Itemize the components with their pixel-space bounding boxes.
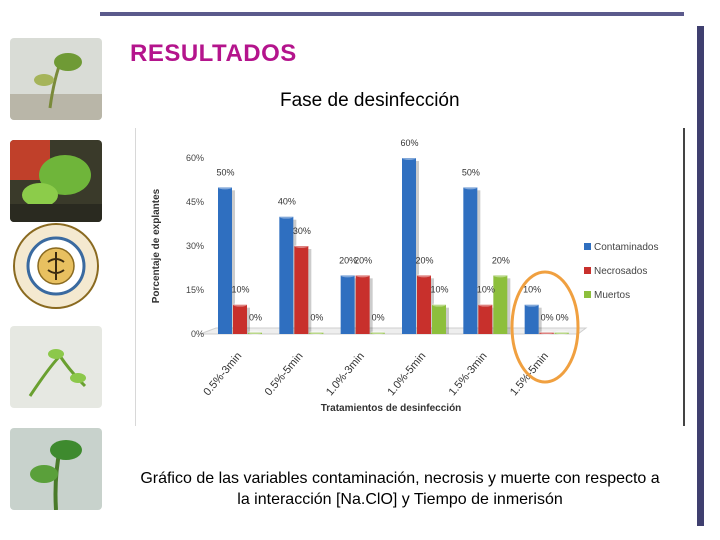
bar-necrosados bbox=[355, 275, 370, 334]
bar-cap bbox=[340, 273, 355, 278]
legend-item: Necrosados bbox=[594, 266, 647, 277]
bar-cap bbox=[294, 244, 309, 248]
y-tick-label: 15% bbox=[186, 285, 204, 295]
legend-swatch bbox=[584, 291, 591, 298]
bar-muertos bbox=[432, 304, 446, 334]
bar-cap bbox=[539, 330, 554, 335]
chart-legend: Contaminados Necrosados Muertos bbox=[584, 242, 658, 301]
highlight-circle bbox=[510, 270, 580, 384]
bar-necrosados bbox=[233, 304, 247, 334]
bar-shadow bbox=[477, 190, 481, 334]
data-label: 0% bbox=[541, 313, 554, 323]
y-axis-label: Porcentaje de explantes bbox=[151, 188, 162, 303]
bar-shadow bbox=[308, 249, 312, 334]
data-label: 60% bbox=[400, 138, 418, 148]
data-label: 40% bbox=[278, 197, 296, 207]
legend-swatch bbox=[584, 267, 591, 274]
x-tick-label: 1.0%-5min bbox=[385, 350, 428, 398]
seal-logo bbox=[13, 223, 99, 309]
bar-shadow bbox=[369, 278, 373, 334]
bar-necrosados bbox=[539, 332, 554, 334]
bar-necrosados bbox=[417, 275, 431, 334]
bar-cap bbox=[309, 330, 324, 335]
bar-cap bbox=[248, 330, 262, 335]
data-label: 0% bbox=[556, 313, 569, 323]
bar-muertos bbox=[493, 275, 508, 334]
bar-cap bbox=[554, 330, 569, 335]
bar-contaminados bbox=[218, 187, 232, 334]
bar-cap bbox=[355, 273, 370, 278]
data-label: 10% bbox=[430, 285, 448, 295]
x-tick-label: 0.5%-3min bbox=[201, 350, 244, 398]
y-tick-label: 0% bbox=[191, 329, 204, 339]
chart-subtitle: Fase de desinfección bbox=[280, 90, 460, 111]
bar-shadow bbox=[232, 190, 235, 334]
data-label: 0% bbox=[372, 313, 385, 323]
bar-shadow bbox=[507, 278, 511, 334]
bar-cap bbox=[417, 273, 431, 278]
data-label: 30% bbox=[293, 226, 311, 236]
bar-contaminados bbox=[524, 304, 539, 334]
data-label: 20% bbox=[354, 255, 372, 265]
bar-necrosados bbox=[478, 304, 493, 334]
bar-contaminados bbox=[279, 216, 294, 334]
data-label: 20% bbox=[492, 255, 510, 265]
bar-contaminados bbox=[340, 275, 355, 334]
bar-cap bbox=[218, 185, 232, 190]
bar-necrosados bbox=[294, 246, 309, 334]
bar-cap bbox=[478, 302, 493, 307]
bar-cap bbox=[370, 330, 385, 335]
data-label: 20% bbox=[339, 255, 357, 265]
bar-contaminados bbox=[402, 158, 416, 334]
sprout-photo bbox=[10, 326, 102, 408]
x-axis-label: Tratamientos de desinfección bbox=[321, 403, 462, 414]
chart-panel: 0% 15% 30% 45% 60% 50% 10% 0% 40% 30% 0% 20% 20% 0% 6… bbox=[135, 128, 685, 426]
bar-chart: 0%15%30%45%60% 50%10%0%40%30%0%20%20%0%6… bbox=[151, 138, 658, 414]
data-label: 50% bbox=[216, 167, 234, 177]
x-tick-label: 0.5%-5min bbox=[263, 350, 306, 398]
x-tick-label: 1.0%-3min bbox=[324, 350, 367, 398]
bar-shadow bbox=[416, 161, 419, 334]
data-label: 50% bbox=[462, 167, 480, 177]
data-label: 10% bbox=[523, 285, 541, 295]
top-rule bbox=[100, 12, 684, 16]
legend-swatch bbox=[584, 243, 591, 250]
bar-shadow bbox=[538, 307, 542, 334]
data-label: 20% bbox=[415, 255, 433, 265]
legend-item: Muertos bbox=[594, 290, 630, 301]
bar-cap bbox=[432, 302, 446, 307]
bar-muertos bbox=[554, 332, 569, 334]
bar-cap bbox=[279, 214, 294, 219]
right-edge-bar bbox=[697, 26, 704, 526]
bar-cap bbox=[233, 302, 247, 307]
legend-item: Contaminados bbox=[594, 242, 658, 253]
bar-cap bbox=[524, 302, 539, 307]
bar-muertos bbox=[309, 332, 324, 334]
data-label: 0% bbox=[249, 313, 262, 323]
bar-shadow bbox=[446, 307, 449, 334]
data-label: 0% bbox=[310, 313, 323, 323]
plantlet-photo bbox=[10, 38, 102, 120]
x-tick-label: 1.5%-3min bbox=[447, 350, 490, 398]
bar-cap bbox=[402, 156, 416, 160]
bar-contaminados bbox=[463, 187, 478, 334]
bar-muertos bbox=[248, 332, 262, 334]
bar-muertos bbox=[370, 332, 385, 334]
slide-title: RESULTADOS bbox=[130, 40, 297, 67]
bar-cap bbox=[463, 185, 478, 190]
data-label: 10% bbox=[477, 285, 495, 295]
chart-caption: Gráfico de las variables contaminación, … bbox=[140, 470, 660, 508]
data-label: 10% bbox=[231, 285, 249, 295]
leaf-photo bbox=[10, 140, 102, 222]
bar-shadow bbox=[247, 307, 250, 334]
bar-cap bbox=[493, 273, 508, 278]
y-tick-label: 60% bbox=[186, 153, 204, 163]
y-tick-label: 30% bbox=[186, 241, 204, 251]
y-tick-label: 45% bbox=[186, 197, 204, 207]
vine-photo bbox=[10, 428, 102, 510]
